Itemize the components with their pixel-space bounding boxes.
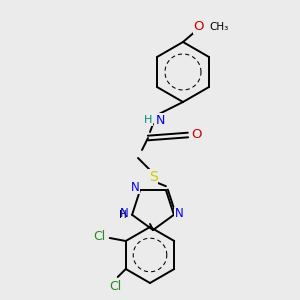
Text: N: N — [131, 181, 140, 194]
Text: Cl: Cl — [110, 280, 122, 293]
Text: H: H — [119, 210, 127, 220]
Text: CH₃: CH₃ — [209, 22, 228, 32]
Text: S: S — [148, 170, 158, 184]
Text: N: N — [175, 207, 183, 220]
Text: H: H — [144, 115, 152, 125]
Text: Cl: Cl — [94, 230, 106, 244]
Text: O: O — [192, 128, 202, 142]
Text: N: N — [156, 113, 165, 127]
Text: O: O — [194, 20, 204, 34]
Text: N: N — [120, 207, 129, 220]
